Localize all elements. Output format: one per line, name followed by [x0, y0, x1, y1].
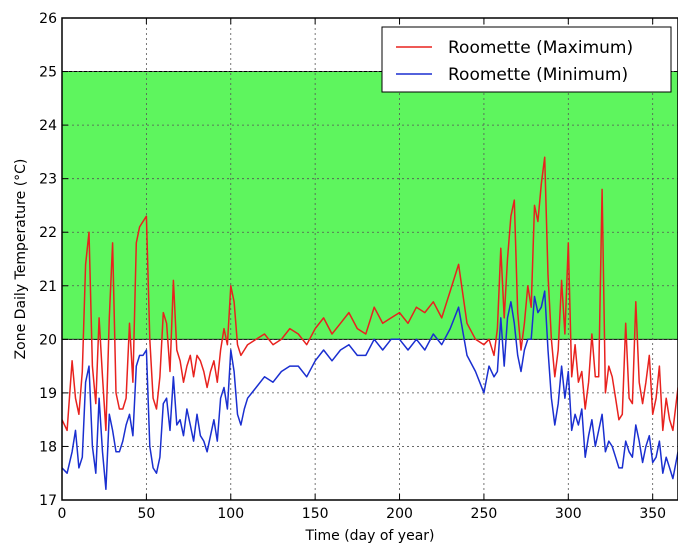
y-tick-label: 20 — [39, 332, 57, 348]
y-tick-label: 22 — [39, 225, 57, 241]
x-tick-label: 50 — [137, 506, 155, 522]
y-tick-label: 23 — [39, 172, 57, 188]
x-tick-label: 350 — [639, 506, 666, 522]
y-tick-label: 19 — [39, 386, 57, 402]
legend-entry-maximum: Roomette (Maximum) — [448, 38, 633, 58]
legend-box — [381, 26, 672, 93]
y-tick-label: 24 — [39, 118, 57, 134]
comfort-band-layer — [62, 71, 678, 340]
legend-entry-minimum: Roomette (Minimum) — [448, 65, 628, 85]
series-line-minimum — [61, 290, 678, 491]
plot-frame — [61, 17, 678, 501]
x-tick-label: 200 — [386, 506, 413, 522]
plot-frame-layer — [61, 17, 678, 501]
x-axis-label: Time (day of year) — [304, 528, 434, 544]
legend: Roomette (Maximum) Roomette (Minimum) — [381, 26, 672, 93]
grid-layer — [62, 18, 678, 500]
x-tick-label: 250 — [471, 506, 498, 522]
y-tick-label: 25 — [39, 65, 57, 81]
comfort-band — [62, 71, 678, 340]
tick-layer: 0 50 100 150 200 250 300 350 17 18 19 20 21 22 23 24 25 2… — [39, 11, 666, 522]
y-tick-label: 26 — [39, 11, 57, 27]
series-line-maximum — [61, 156, 678, 432]
x-tick-label: 150 — [302, 506, 329, 522]
y-axis-label: Zone Daily Temperature (°C) — [13, 159, 29, 360]
y-tick-label: 18 — [39, 439, 57, 455]
x-tick-label: 0 — [58, 506, 67, 522]
y-tick-label: 17 — [39, 493, 57, 509]
x-tick-label: 300 — [555, 506, 582, 522]
y-tick-label: 21 — [39, 279, 57, 295]
series-layer — [61, 156, 678, 491]
x-tick-label: 100 — [217, 506, 244, 522]
